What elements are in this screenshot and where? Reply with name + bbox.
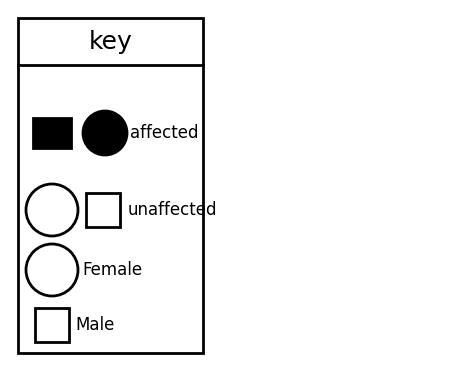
Bar (35, 308, 69, 342)
Text: Male: Male (75, 316, 114, 334)
Text: key: key (89, 29, 132, 53)
Circle shape (26, 244, 78, 296)
Text: Female: Female (82, 261, 142, 279)
Circle shape (26, 184, 78, 236)
Bar (18, 18, 203, 353)
Text: affected: affected (130, 124, 199, 142)
Circle shape (83, 111, 127, 155)
Bar (86, 193, 120, 227)
Bar (33, 118, 71, 148)
Text: unaffected: unaffected (128, 201, 218, 219)
